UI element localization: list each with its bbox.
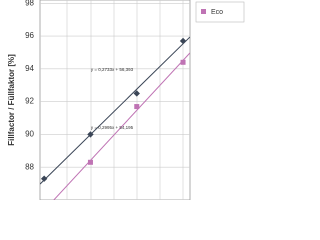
plot-area: [39, 0, 191, 200]
legend-label: Eco: [211, 9, 223, 16]
point: [87, 131, 94, 138]
point: [40, 175, 48, 182]
trend-equation: y = 0,2733x + 56,393: [91, 67, 134, 72]
point: [134, 104, 140, 110]
trend-line: [53, 52, 190, 200]
point: [133, 90, 140, 97]
legend-swatch: [201, 9, 206, 14]
point: [87, 159, 93, 165]
legend-box: [195, 1, 245, 23]
legend: Eco: [201, 9, 223, 16]
y-tick-label: 94: [25, 64, 34, 73]
y-tick-label: 96: [25, 31, 34, 40]
y-tick-label: 90: [25, 130, 34, 139]
y-tick-label: 98: [25, 0, 34, 7]
chart: Fillfactor / Füllfaktor [%] Eco 88 90 92 94…: [7, 0, 245, 200]
trend-equation: y = 0,2995x + 54,195: [91, 125, 134, 130]
y-tick-label: 88: [25, 162, 34, 171]
trend-line: [40, 36, 190, 185]
y-tick-label: 92: [25, 97, 34, 106]
vertical-grid: [66, 0, 184, 200]
point: [179, 37, 187, 45]
point: [180, 59, 186, 65]
y-axis-title: Fillfactor / Füllfaktor [%]: [7, 54, 16, 146]
